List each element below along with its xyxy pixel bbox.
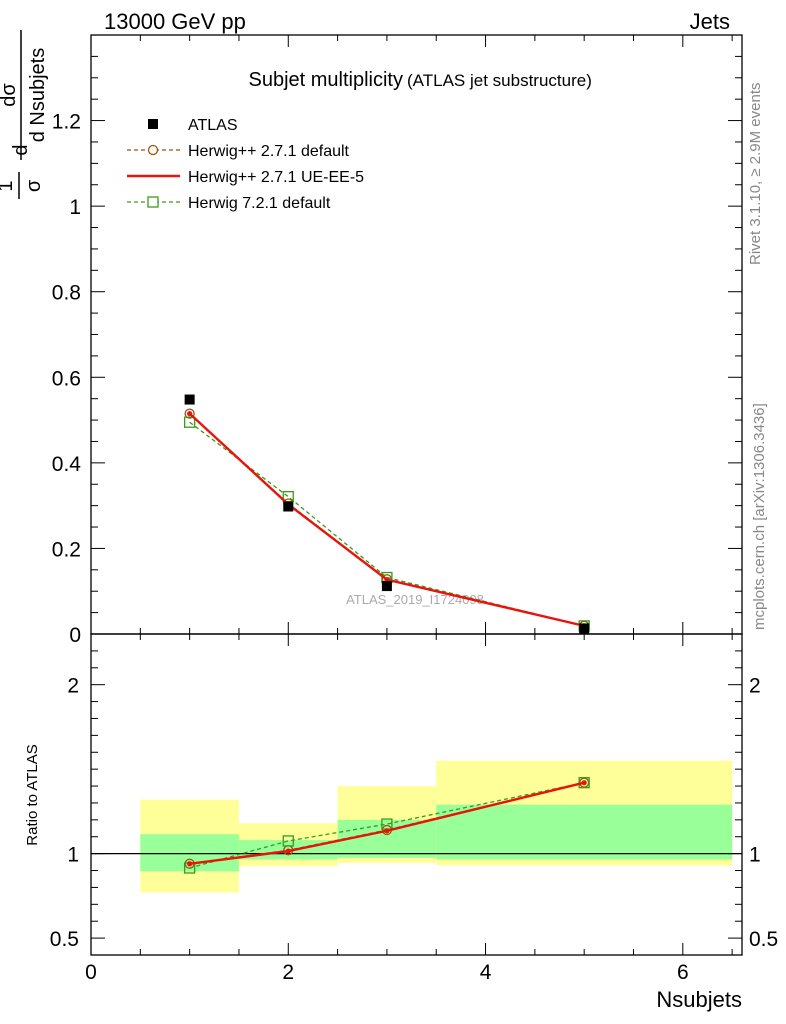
legend-label-3: Herwig 7.2.1 default — [188, 195, 331, 212]
header-right: Jets — [690, 9, 730, 34]
main-atlas-point-0 — [184, 394, 195, 405]
main-y-tick-label-1: 1 — [69, 196, 81, 219]
analysis-label: ATLAS_2019_I1724098 — [346, 592, 484, 607]
main-y-tick-label-0: 0 — [69, 624, 81, 647]
x-tick-label-2: 2 — [282, 961, 294, 984]
y-label-pre-den: σ — [23, 179, 45, 192]
ratio-y-tick-label-right-1: 1 — [749, 844, 761, 867]
legend-label-0: ATLAS — [188, 117, 238, 134]
ratio-h7-point-1 — [282, 835, 294, 847]
y-label-pre-num: 1 — [0, 180, 17, 191]
header-left: 13000 GeV pp — [104, 9, 246, 34]
y-label-num: dσ — [0, 83, 20, 107]
main-y-tick-label-1.2: 1.2 — [52, 111, 81, 134]
x-axis-label: Nsubjets — [656, 987, 742, 1012]
chart-subtitle: (ATLAS jet substructure) — [407, 71, 592, 90]
band-inner-2 — [337, 819, 437, 858]
ratio-ueee5-point-1 — [285, 848, 291, 854]
x-tick-label-0: 0 — [85, 961, 97, 984]
ratio-y-tick-label-right-0.5: 0.5 — [749, 928, 778, 951]
band-inner-3 — [436, 804, 733, 860]
y-axis-label-main: d 1 σ dσ d Nsubjets — [0, 30, 49, 199]
main-ueee5-point-2 — [384, 577, 390, 583]
main-atlas-point-1 — [283, 501, 294, 512]
x-tick-label-4: 4 — [480, 961, 492, 984]
ratio-line-herwig-7-2-1-default — [189, 782, 585, 869]
legend-label-2: Herwig++ 2.7.1 UE-EE-5 — [188, 169, 364, 186]
main-series — [183, 394, 590, 634]
main-y-tick-label-0.4: 0.4 — [52, 453, 82, 476]
ratio-y-tick-label-2: 2 — [67, 675, 79, 698]
legend: ATLAS Herwig++ 2.7.1 default Herwig++ 2.7.… — [127, 117, 364, 212]
legend-marker-hpp — [147, 144, 159, 156]
ratio-ueee5-point-0 — [187, 861, 193, 867]
legend-marker-atlas — [148, 119, 158, 129]
x-tick-label-6: 6 — [677, 961, 689, 984]
y-label-den: d Nsubjets — [27, 48, 49, 143]
main-hpp-point-0 — [184, 408, 195, 419]
main-y-tick-label-0.2: 0.2 — [52, 538, 81, 561]
side-text-top: Rivet 3.1.10, ≥ 2.9M events — [747, 83, 764, 266]
ratio-y-tick-label-0.5: 0.5 — [50, 928, 79, 951]
main-y-tick-label-0.6: 0.6 — [52, 367, 81, 390]
y-axis-label-ratio: Ratio to ATLAS — [24, 744, 41, 845]
ratio-ueee5-point-3 — [581, 780, 587, 786]
ratio-y-tick-label-right-2: 2 — [749, 675, 761, 698]
main-h7-point-0 — [183, 416, 196, 428]
ratio-y-tick-label-1: 1 — [67, 844, 79, 867]
chart-title: Subjet multiplicity — [248, 69, 403, 91]
main-y-tick-label-0.8: 0.8 — [52, 282, 81, 305]
ratio-frame — [90, 633, 743, 956]
legend-marker-h7 — [147, 196, 159, 208]
ratio-ueee5-point-2 — [384, 828, 390, 834]
main-line-herwig-2-7-1-ue-ee-5 — [188, 412, 585, 628]
ratio-line-herwig-2-7-1-ue-ee-5 — [189, 781, 585, 865]
ratio-series — [183, 777, 590, 874]
main-ueee5-point-0 — [187, 411, 193, 417]
main-atlas-point-2 — [381, 581, 392, 592]
legend-label-1: Herwig++ 2.7.1 default — [188, 143, 350, 160]
axes: 0 2 4 6 0 0.2 0.4 0.6 0.8 1 1.2 0.5 0.5 1 1 2 2 — [50, 34, 778, 984]
side-text-bottom: mcplots.cern.ch [arXiv:1306.3436] — [751, 403, 768, 630]
